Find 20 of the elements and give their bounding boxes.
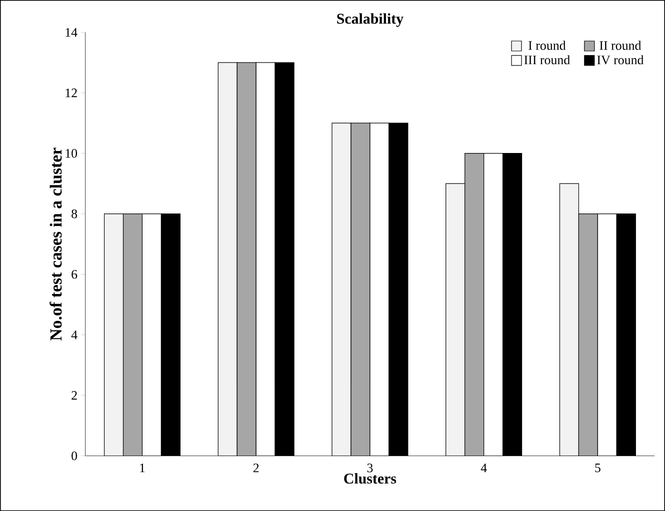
legend-label: III round — [524, 55, 570, 64]
y-tick-label: 0 — [72, 451, 78, 460]
x-tick-label: 4 — [480, 464, 487, 472]
x-tick-label: 5 — [595, 464, 600, 472]
chart-title: Scalability — [337, 13, 404, 27]
y-tick-label: 2 — [72, 390, 77, 400]
y-tick-label: 8 — [72, 209, 78, 218]
x-tick-label: 1 — [140, 464, 145, 472]
y-tick-label: 4 — [71, 330, 78, 340]
y-axis-title: No.of test cases in a cluster — [50, 148, 62, 340]
x-tick-label: 2 — [253, 464, 259, 472]
y-tick-label: 10 — [66, 148, 78, 158]
legend-label: II round — [600, 40, 642, 50]
x-tick-label: 3 — [367, 464, 373, 472]
y-tick-label: 12 — [66, 88, 77, 98]
x-axis-title: Clusters — [344, 473, 396, 484]
y-tick-label: 14 — [66, 28, 78, 37]
y-tick-label: 6 — [72, 270, 78, 279]
legend-label: IV round — [597, 55, 644, 64]
legend-label: I round — [528, 40, 566, 50]
